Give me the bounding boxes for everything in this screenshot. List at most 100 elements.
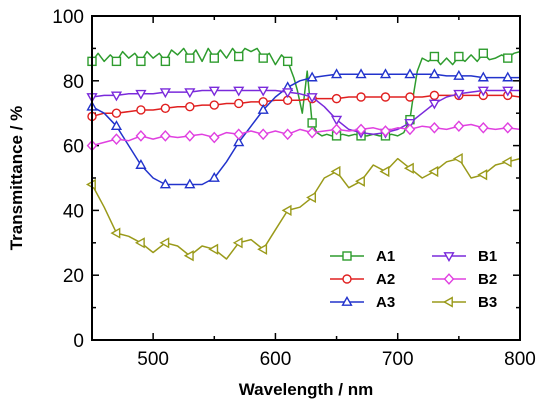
legend-label: A3 xyxy=(376,294,395,311)
y-tick-label: 0 xyxy=(73,331,84,352)
legend: A1 A2 A3 B1 B2 B3 xyxy=(330,248,497,311)
legend-item-a3: A3 xyxy=(330,294,395,311)
legend-label: B3 xyxy=(478,294,497,311)
data-point-b3 xyxy=(306,191,317,204)
data-point-b2 xyxy=(380,125,391,137)
data-point-b2 xyxy=(233,128,245,141)
legend-item-b3: B3 xyxy=(432,294,497,311)
axis-ticks xyxy=(91,15,521,341)
data-point-a3 xyxy=(428,68,440,79)
data-point-a1 xyxy=(209,53,219,63)
data-point-b3 xyxy=(477,169,488,181)
data-point-b3 xyxy=(110,227,121,239)
data-point-b3 xyxy=(330,165,341,178)
data-point-a3 xyxy=(453,69,465,80)
legend-label: A1 xyxy=(376,248,395,265)
data-point-a3 xyxy=(477,71,489,82)
y-tick-label: 80 xyxy=(63,72,84,93)
y-tick-label: 100 xyxy=(52,7,84,28)
data-point-b3 xyxy=(452,152,463,165)
data-point-b3 xyxy=(355,175,365,187)
plot-frame xyxy=(91,15,521,341)
data-point-b2 xyxy=(355,123,367,136)
data-point-a2 xyxy=(160,103,171,114)
data-point-a3 xyxy=(379,68,392,79)
legend-item-a1: A1 xyxy=(330,248,395,265)
data-point-a3 xyxy=(135,159,147,169)
data-point-a1 xyxy=(454,51,464,62)
data-point-b3 xyxy=(428,165,439,178)
legend-marker xyxy=(342,251,352,261)
data-point-b2 xyxy=(135,130,147,142)
y-tick-label: 40 xyxy=(63,201,84,222)
series-a3 xyxy=(86,68,520,189)
data-point-a2 xyxy=(405,92,415,102)
data-point-a1 xyxy=(258,53,268,63)
data-point-b1 xyxy=(306,93,318,104)
data-point-a3 xyxy=(355,68,367,79)
x-tick-label: 800 xyxy=(504,349,536,370)
data-point-a3 xyxy=(110,120,123,131)
data-point-a1 xyxy=(282,56,293,67)
series-line-b3 xyxy=(91,157,521,260)
data-point-b1 xyxy=(257,86,269,97)
legend-item-b1: B1 xyxy=(432,248,497,265)
data-point-a3 xyxy=(184,178,196,189)
x-axis-title: Wavelength / nm xyxy=(239,380,373,399)
series-layer xyxy=(85,47,521,262)
data-point-a1 xyxy=(503,53,513,63)
data-point-b1 xyxy=(330,115,343,126)
series-b3 xyxy=(85,152,521,262)
data-point-b3 xyxy=(379,165,390,178)
legend-item-a2: A2 xyxy=(330,271,395,288)
data-point-b2 xyxy=(306,126,318,139)
data-point-b3 xyxy=(257,243,268,255)
data-point-b1 xyxy=(184,88,196,99)
data-point-b3 xyxy=(208,243,219,255)
data-point-a1 xyxy=(160,56,171,67)
data-point-b1 xyxy=(477,86,489,97)
data-point-a3 xyxy=(208,171,220,182)
data-point-a1 xyxy=(185,53,195,63)
series-a2 xyxy=(87,90,521,122)
x-tick-label: 600 xyxy=(260,349,292,370)
series-b2 xyxy=(86,120,521,152)
data-point-b1 xyxy=(159,88,171,99)
data-point-a2 xyxy=(136,105,146,115)
data-point-b2 xyxy=(111,133,122,145)
x-tick-label: 500 xyxy=(137,349,169,370)
legend-label: B2 xyxy=(478,271,497,288)
data-point-b2 xyxy=(477,121,489,134)
data-point-b2 xyxy=(184,130,196,142)
data-point-a3 xyxy=(159,178,171,189)
x-tick-label: 700 xyxy=(382,349,414,370)
data-point-b1 xyxy=(233,86,245,97)
data-point-b2 xyxy=(160,130,171,142)
data-point-a1 xyxy=(234,51,244,62)
data-point-b1 xyxy=(428,99,440,110)
data-point-b2 xyxy=(404,123,416,136)
data-point-b3 xyxy=(159,237,170,249)
data-point-b2 xyxy=(453,120,465,132)
data-point-b1 xyxy=(208,86,220,97)
data-point-b1 xyxy=(282,88,294,99)
data-point-b3 xyxy=(134,237,145,249)
data-point-b3 xyxy=(501,156,512,168)
data-point-a2 xyxy=(331,93,342,104)
data-point-b1 xyxy=(453,89,465,100)
legend-label: B1 xyxy=(478,248,497,265)
data-point-a1 xyxy=(307,118,317,128)
data-point-b1 xyxy=(502,86,514,97)
data-point-a1 xyxy=(111,56,122,67)
data-point-a2 xyxy=(429,90,440,101)
data-point-b3 xyxy=(183,250,194,262)
data-point-a1 xyxy=(478,48,489,58)
legend-marker xyxy=(442,296,453,308)
legend-marker xyxy=(342,274,352,284)
data-point-b3 xyxy=(403,162,414,174)
data-point-a3 xyxy=(233,136,245,147)
data-point-b3 xyxy=(281,204,292,216)
data-point-b2 xyxy=(331,123,342,136)
data-point-b2 xyxy=(429,121,440,134)
